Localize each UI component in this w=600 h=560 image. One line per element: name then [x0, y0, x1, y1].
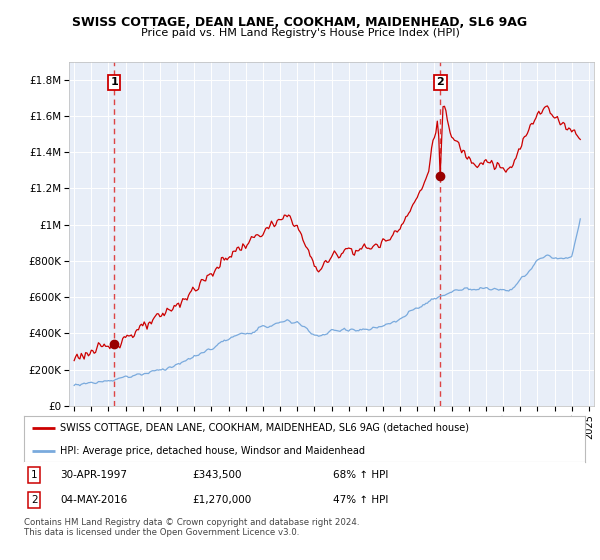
Text: 2: 2 [436, 77, 444, 87]
Text: 68% ↑ HPI: 68% ↑ HPI [332, 470, 388, 480]
Text: Contains HM Land Registry data © Crown copyright and database right 2024.
This d: Contains HM Land Registry data © Crown c… [24, 518, 359, 538]
Text: 1: 1 [31, 470, 37, 480]
Text: 1: 1 [110, 77, 118, 87]
Text: £1,270,000: £1,270,000 [192, 495, 251, 505]
Text: Price paid vs. HM Land Registry's House Price Index (HPI): Price paid vs. HM Land Registry's House … [140, 28, 460, 38]
Text: 30-APR-1997: 30-APR-1997 [61, 470, 127, 480]
Text: SWISS COTTAGE, DEAN LANE, COOKHAM, MAIDENHEAD, SL6 9AG (detached house): SWISS COTTAGE, DEAN LANE, COOKHAM, MAIDE… [61, 423, 469, 432]
Text: 2: 2 [31, 495, 37, 505]
Text: SWISS COTTAGE, DEAN LANE, COOKHAM, MAIDENHEAD, SL6 9AG: SWISS COTTAGE, DEAN LANE, COOKHAM, MAIDE… [73, 16, 527, 29]
Text: £343,500: £343,500 [192, 470, 242, 480]
Text: 47% ↑ HPI: 47% ↑ HPI [332, 495, 388, 505]
Text: 04-MAY-2016: 04-MAY-2016 [61, 495, 128, 505]
Text: HPI: Average price, detached house, Windsor and Maidenhead: HPI: Average price, detached house, Wind… [61, 446, 365, 455]
